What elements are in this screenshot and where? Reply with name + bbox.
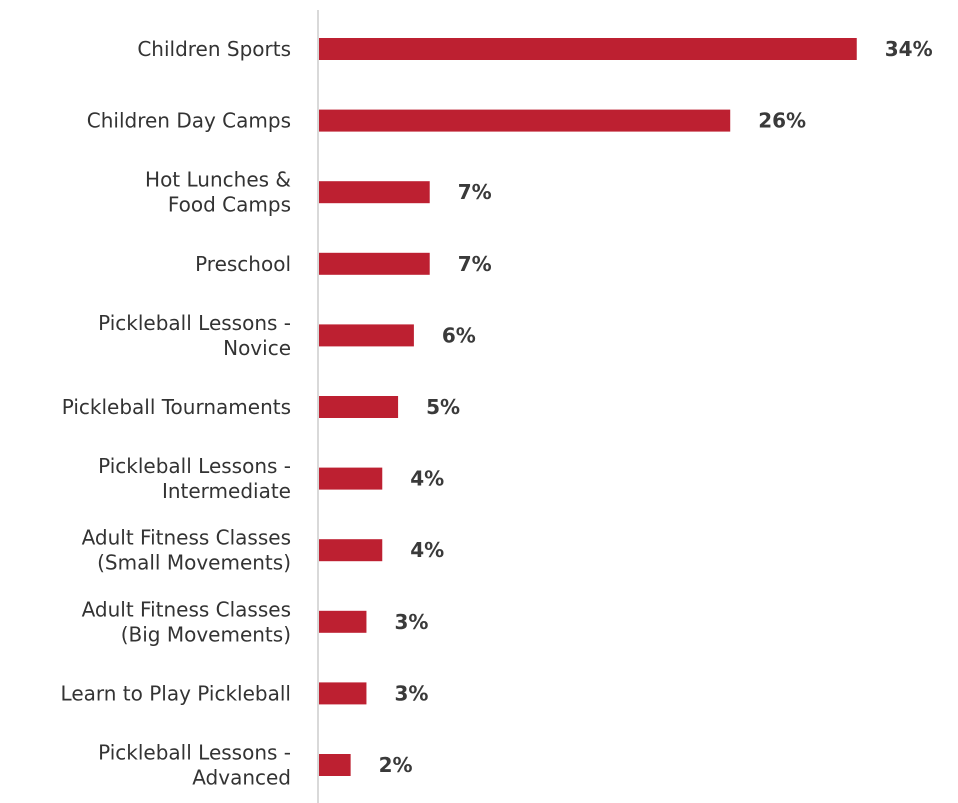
data-label: 6% — [442, 323, 476, 347]
category-label: Advanced — [192, 766, 291, 790]
category-label: (Big Movements) — [121, 622, 291, 646]
data-label: 7% — [458, 252, 492, 276]
category-label: Pickleball Lessons - — [98, 454, 291, 478]
bar — [319, 754, 351, 776]
category-label: Novice — [223, 336, 291, 360]
category-label: Pickleball Lessons - — [98, 311, 291, 335]
bar — [319, 396, 399, 418]
category-labels-group: Children Sports Children Day Camps Hot Lun… — [61, 37, 291, 790]
bar — [319, 38, 857, 60]
category-label: Pickleball Tournaments — [62, 395, 291, 419]
category-label: Food Camps — [168, 193, 291, 217]
category-label: Adult Fitness Classes — [82, 597, 291, 621]
bar — [319, 252, 430, 275]
bar — [319, 324, 414, 347]
bar — [319, 181, 430, 204]
category-label: Hot Lunches & — [145, 168, 291, 192]
bar — [319, 467, 383, 490]
category-label: Adult Fitness Classes — [82, 526, 291, 550]
data-label: 3% — [394, 610, 428, 634]
value-labels-group: 34% 26% 7% 7% 6% 5% 4% 4% 3% 3% 2% — [379, 37, 933, 777]
bar — [319, 682, 367, 705]
data-label: 3% — [394, 681, 428, 705]
category-label: Pickleball Lessons - — [98, 741, 291, 765]
data-label: 2% — [379, 753, 413, 777]
category-label: Preschool — [195, 252, 291, 276]
data-label: 5% — [426, 395, 460, 419]
category-label: Children Day Camps — [87, 109, 291, 133]
category-label: Children Sports — [137, 37, 291, 61]
data-label: 7% — [458, 180, 492, 204]
bars-group — [319, 38, 857, 776]
data-label: 26% — [758, 109, 806, 133]
category-label: Learn to Play Pickleball — [61, 681, 291, 705]
bar — [319, 109, 731, 132]
bar — [319, 539, 383, 562]
data-label: 4% — [410, 538, 444, 562]
data-label: 4% — [410, 467, 444, 491]
category-label: (Small Movements) — [97, 551, 291, 575]
bar — [319, 610, 367, 633]
category-label: Intermediate — [162, 479, 291, 503]
data-label: 34% — [885, 37, 933, 61]
